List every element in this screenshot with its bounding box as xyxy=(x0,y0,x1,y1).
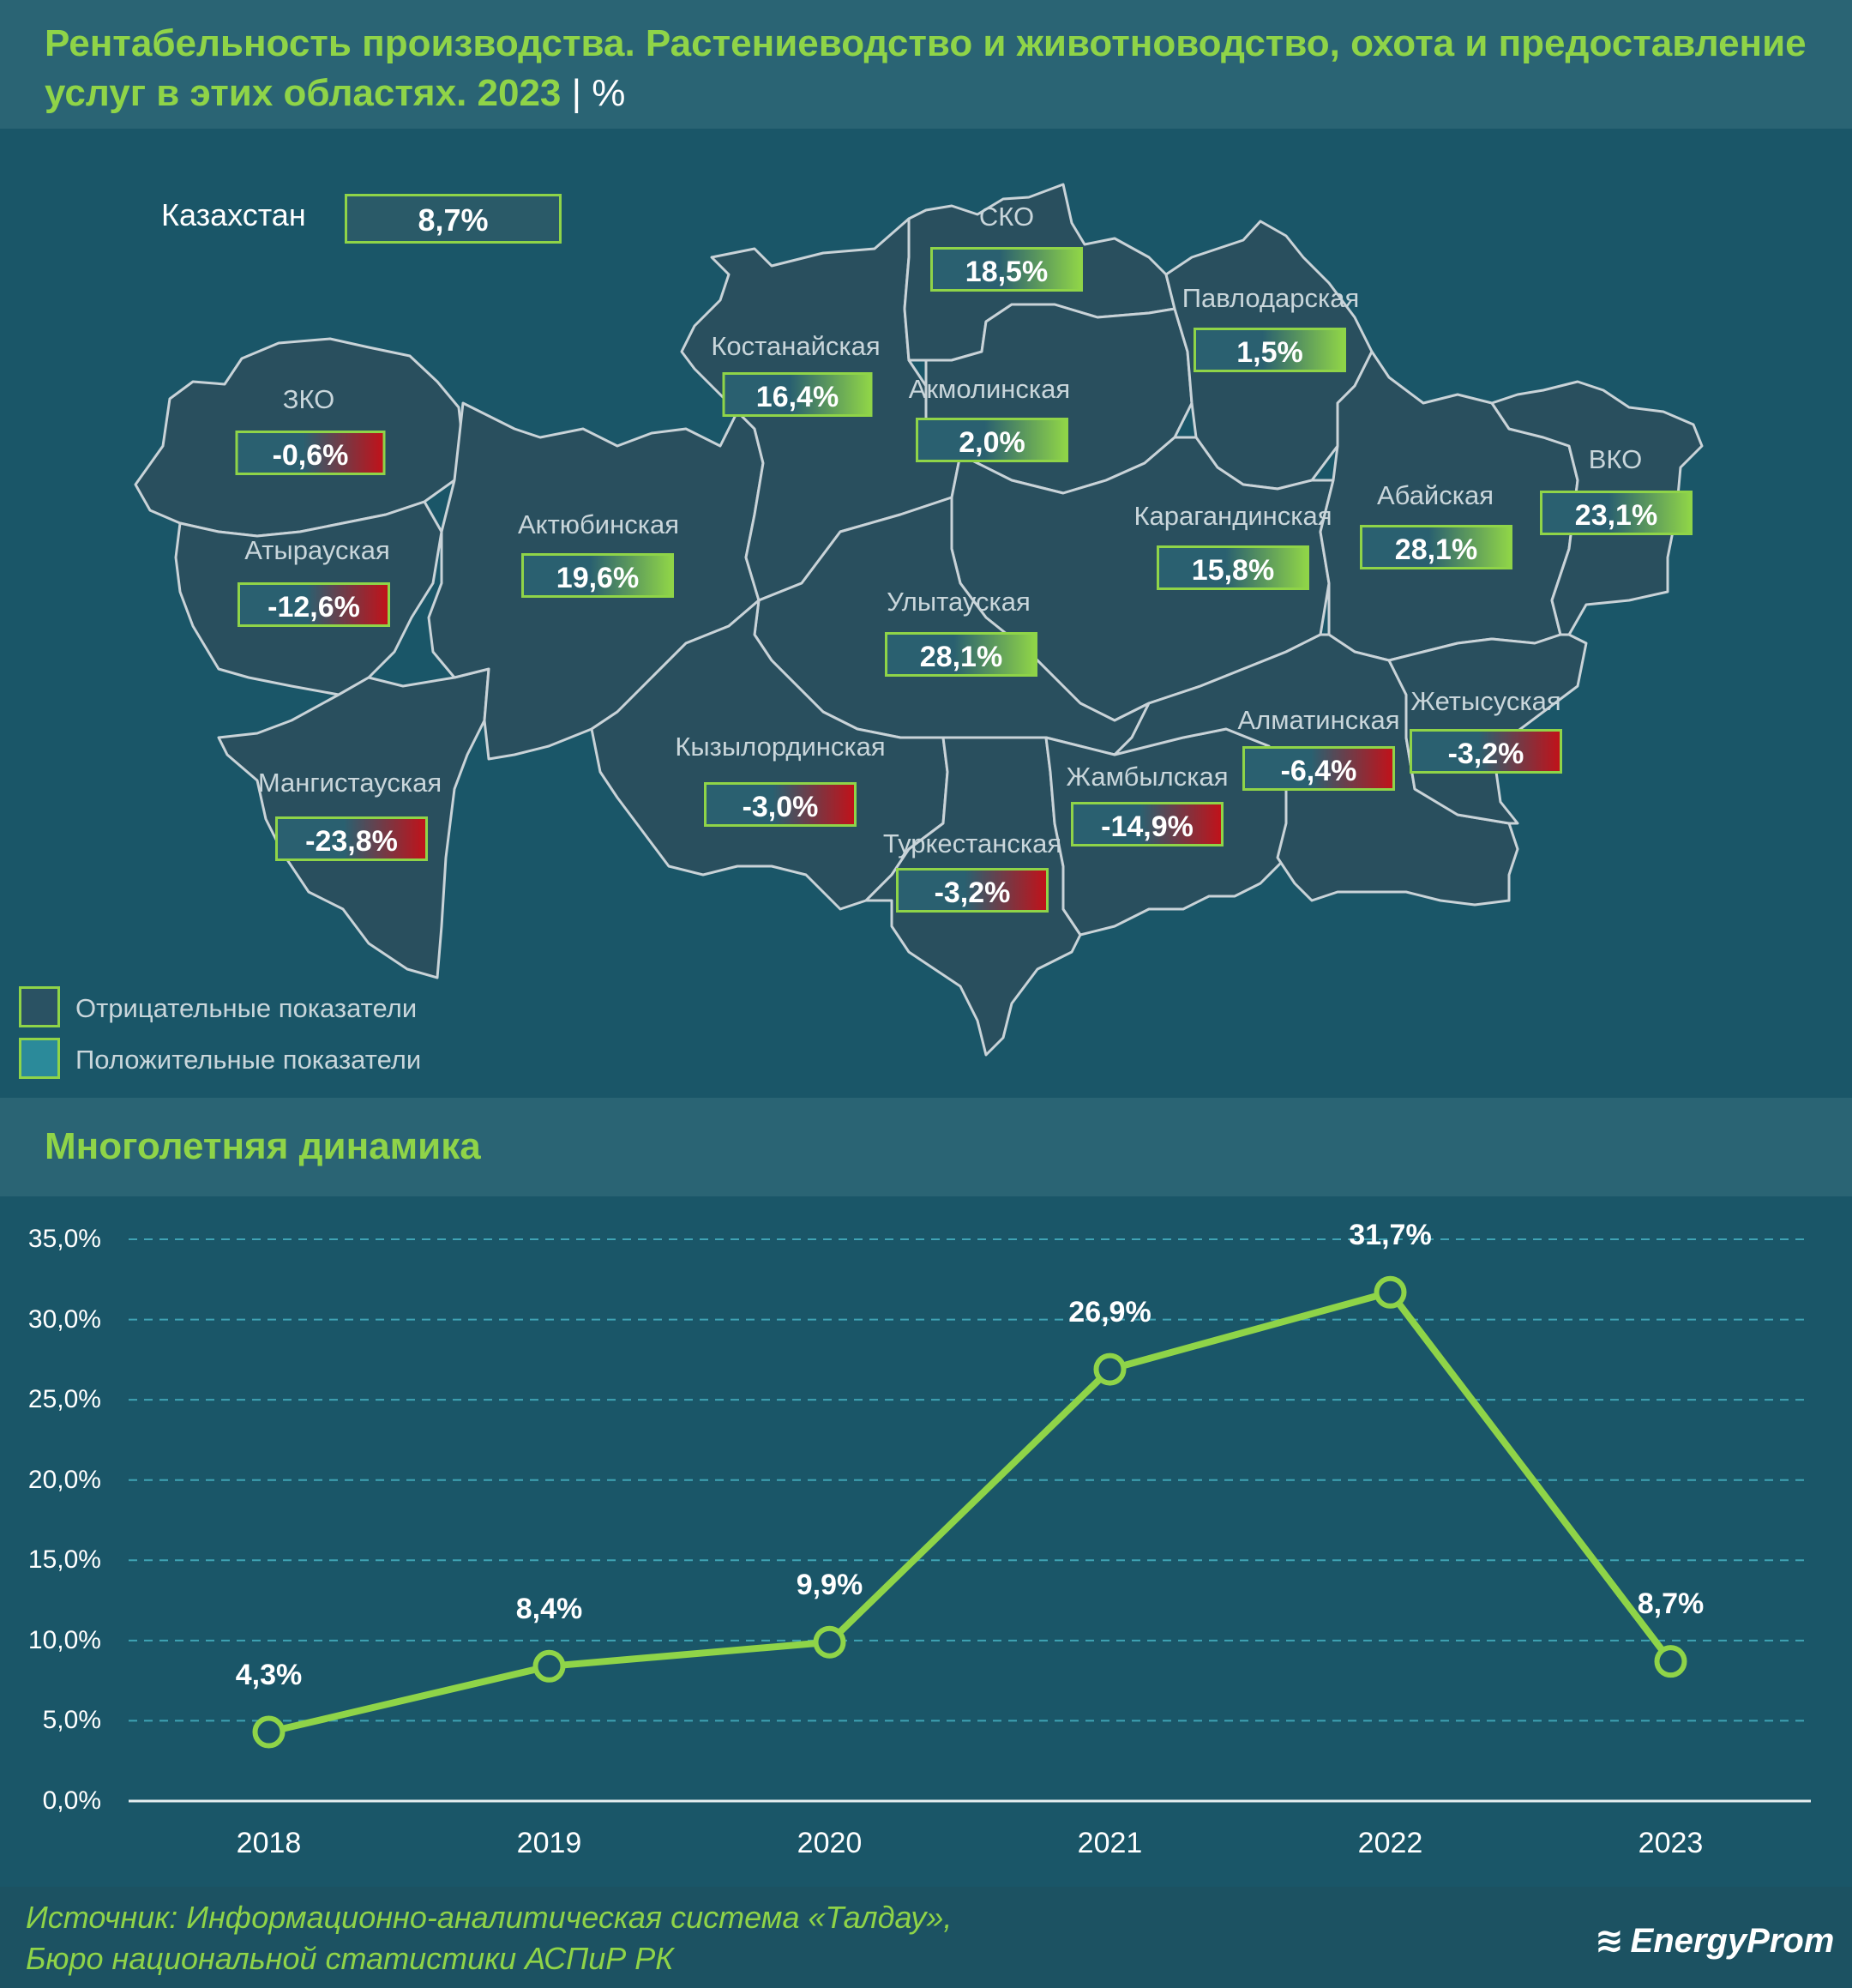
x-tick-label: 2019 xyxy=(516,1827,582,1859)
region-value-karaganda: 15,8% xyxy=(1157,545,1309,590)
chart-panel xyxy=(0,1196,1852,1887)
data-point xyxy=(1374,1275,1407,1309)
region-name-zko: ЗКО xyxy=(282,384,335,414)
source-line-1: Источник: Информационно-аналитическая си… xyxy=(26,1900,953,1935)
header-bar xyxy=(0,0,1852,129)
data-label: 26,9% xyxy=(1068,1295,1151,1328)
y-tick-label: 10,0% xyxy=(27,1625,101,1654)
y-tick-label: 5,0% xyxy=(42,1706,101,1735)
source-line-2: Бюро национальной статистики АСПиР РК xyxy=(26,1941,674,1976)
title-unit: | % xyxy=(571,72,626,114)
logo-text: EnergyProm xyxy=(1630,1922,1835,1960)
region-value-vko: 23,1% xyxy=(1540,491,1693,535)
region-name-abay: Абайская xyxy=(1376,480,1494,510)
kazakhstan-label: Казахстан xyxy=(161,197,306,232)
region-name-kostanay: Костанайская xyxy=(711,331,881,361)
x-tick-label: 2020 xyxy=(797,1827,863,1859)
region-value-zhetysu: -3,2% xyxy=(1410,729,1562,774)
region-name-mangystau: Мангистауская xyxy=(257,768,442,798)
region-name-almaty: Алматинская xyxy=(1237,705,1400,735)
footer-bar xyxy=(0,1887,1852,1988)
region-value-zhambyl: -14,9% xyxy=(1071,802,1224,846)
kazakhstan-value: 8,7% xyxy=(345,194,562,244)
y-tick-label: 0,0% xyxy=(42,1786,101,1815)
x-tick-label: 2021 xyxy=(1077,1827,1143,1859)
legend-negative-label: Отрицательные показатели xyxy=(75,993,418,1023)
dynamics-header-bar xyxy=(0,1098,1852,1196)
y-tick-label: 20,0% xyxy=(27,1465,101,1494)
data-point xyxy=(532,1649,566,1683)
page-title: Рентабельность производства. Растениевод… xyxy=(45,19,1828,118)
region-name-aktobe: Актюбинская xyxy=(518,509,679,539)
source-note: Источник: Информационно-аналитическая си… xyxy=(26,1897,952,1979)
y-tick-label: 25,0% xyxy=(27,1385,101,1414)
region-value-almaty: -6,4% xyxy=(1242,746,1395,791)
legend-positive-swatch xyxy=(19,1038,60,1079)
x-tick-label: 2023 xyxy=(1638,1827,1704,1859)
x-tick-label: 2022 xyxy=(1357,1827,1423,1859)
region-name-akmola: Акмолинская xyxy=(908,374,1071,404)
y-tick-label: 35,0% xyxy=(27,1225,101,1253)
region-value-ulytau: 28,1% xyxy=(885,632,1037,677)
region-name-karaganda: Карагандинская xyxy=(1133,501,1332,531)
region-value-zko: -0,6% xyxy=(235,431,386,475)
region-value-pavlodar: 1,5% xyxy=(1194,328,1346,372)
data-label: 31,7% xyxy=(1349,1218,1432,1251)
x-tick-label: 2018 xyxy=(236,1827,302,1859)
line-chart xyxy=(129,1238,1811,1803)
region-value-mangystau: -23,8% xyxy=(275,816,428,861)
legend-negative-swatch xyxy=(19,986,60,1027)
region-value-turkestan: -3,2% xyxy=(896,868,1049,913)
region-value-abay: 28,1% xyxy=(1360,525,1512,569)
region-value-kyzylorda: -3,0% xyxy=(704,782,857,827)
region-value-akmola: 2,0% xyxy=(916,418,1068,462)
series-line xyxy=(268,1288,1674,1736)
region-name-vko: ВКО xyxy=(1588,444,1643,474)
data-point xyxy=(252,1715,286,1749)
data-label: 8,7% xyxy=(1637,1587,1705,1621)
data-point xyxy=(813,1625,846,1659)
dynamics-title: Многолетняя динамика xyxy=(45,1125,481,1167)
title-text: Рентабельность производства. Растениевод… xyxy=(45,22,1807,114)
y-tick-label: 30,0% xyxy=(27,1304,101,1334)
region-name-sko: СКО xyxy=(978,202,1035,232)
region-name-kyzylorda: Кызылординская xyxy=(675,732,886,762)
region-value-atyrau: -12,6% xyxy=(238,582,390,627)
energyprom-logo-icon: ≋ xyxy=(1595,1922,1624,1960)
data-label: 8,4% xyxy=(515,1592,583,1625)
data-point xyxy=(1654,1645,1687,1678)
region-name-pavlodar: Павлодарская xyxy=(1182,283,1360,313)
region-name-turkestan: Туркестанская xyxy=(882,828,1062,858)
region-name-atyrau: Атырауская xyxy=(244,535,390,565)
region-name-ulytau: Улытауская xyxy=(887,587,1031,617)
data-point xyxy=(1093,1352,1127,1386)
region-name-zhetysu: Жетысуская xyxy=(1410,686,1561,716)
y-tick-label: 15,0% xyxy=(27,1545,101,1575)
data-label: 4,3% xyxy=(235,1658,303,1691)
region-value-kostanay: 16,4% xyxy=(722,372,873,417)
data-label: 9,9% xyxy=(796,1568,863,1601)
region-name-zhambyl: Жамбылская xyxy=(1066,762,1229,792)
legend-positive-label: Положительные показатели xyxy=(75,1045,422,1075)
energyprom-logo: ≋ EnergyProm xyxy=(1595,1921,1834,1961)
region-value-aktobe: 19,6% xyxy=(521,553,674,598)
region-value-sko: 18,5% xyxy=(930,247,1083,292)
